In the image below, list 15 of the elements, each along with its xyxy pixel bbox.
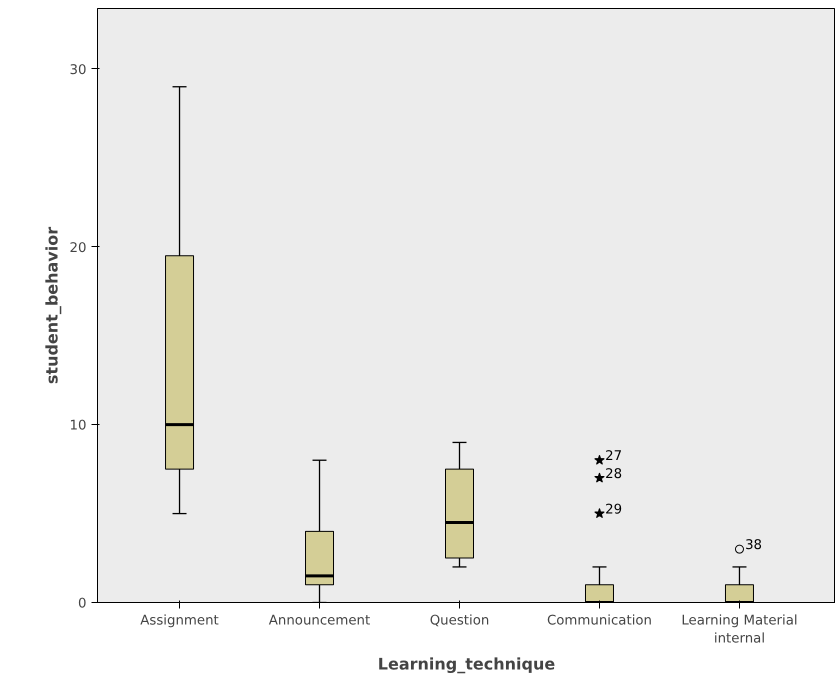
- x-tick-label: Question: [430, 614, 490, 628]
- x-tick-label: Learning Material internal: [681, 614, 798, 646]
- x-tick-label: Communication: [546, 614, 652, 628]
- y-tick-label: 20: [70, 240, 87, 256]
- x-tick-label: Assignment: [140, 614, 219, 628]
- y-axis-title: student_behavior: [42, 226, 62, 384]
- annotation: 38: [745, 538, 762, 554]
- y-tick-label: 30: [70, 62, 87, 78]
- annotation: 28: [605, 467, 622, 482]
- y-tick-label: 0: [78, 596, 87, 612]
- y-tick-label: 10: [70, 418, 87, 434]
- x-tick-label: Announcement: [268, 614, 370, 628]
- x-axis-title: Learning_technique: [378, 654, 556, 674]
- annotation: 27: [605, 449, 622, 464]
- annotation: 29: [605, 502, 622, 518]
